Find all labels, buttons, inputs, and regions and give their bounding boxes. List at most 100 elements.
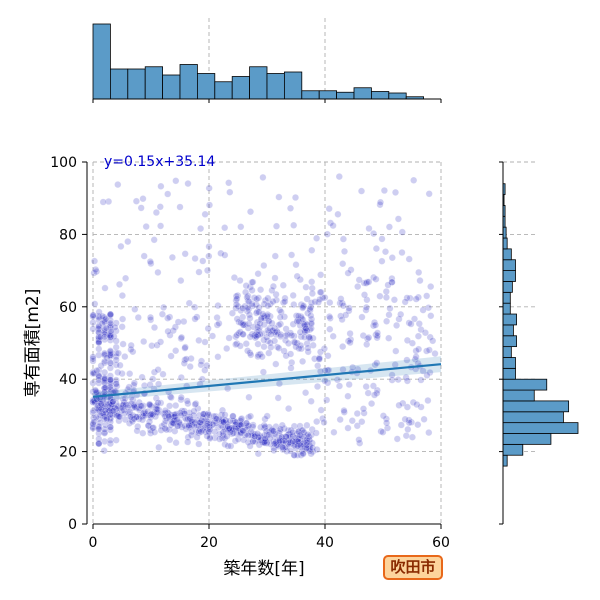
scatter-point (153, 405, 161, 413)
scatter-point (406, 294, 414, 302)
scatter-point (293, 339, 301, 347)
scatter-point (235, 329, 243, 337)
scatter-point (89, 424, 97, 432)
scatter-point (174, 422, 182, 430)
scatter-point (98, 403, 107, 412)
scatter-point (300, 333, 309, 341)
scatter-point (162, 417, 170, 425)
scatter-point (370, 230, 378, 238)
scatter-point (405, 319, 413, 327)
scatter-point (149, 424, 157, 432)
scatter-point (271, 274, 279, 282)
scatter-point (106, 311, 114, 319)
scatter-point (157, 182, 165, 190)
scatter-point (278, 433, 286, 442)
scatter-point (187, 355, 195, 363)
scatter-point (185, 422, 193, 430)
scatter-point (100, 379, 109, 387)
scatter-point (246, 314, 254, 322)
scatter-point (229, 417, 237, 425)
top-hist-bar (144, 66, 163, 100)
scatter-point (166, 313, 174, 321)
scatter-point (308, 425, 316, 434)
scatter-point (181, 250, 189, 258)
scatter-point (281, 436, 289, 445)
scatter-point (379, 412, 388, 420)
scatter-point (106, 351, 114, 359)
scatter-point (244, 324, 252, 332)
right-hist-bar (502, 411, 564, 424)
scatter-point (223, 432, 231, 440)
scatter-point (157, 338, 165, 346)
scatter-point (229, 429, 237, 437)
scatter-point (170, 411, 178, 419)
scatter-point (135, 406, 143, 414)
scatter-point (129, 396, 137, 404)
scatter-point (113, 412, 121, 420)
scatter-point (262, 437, 270, 445)
scatter-point (365, 278, 373, 286)
scatter-point (285, 436, 293, 444)
scatter-point (317, 406, 325, 414)
scatter-point (383, 419, 391, 427)
scatter-point (291, 438, 299, 446)
scatter-point (405, 255, 413, 263)
scatter-point (123, 403, 132, 412)
scatter-point (112, 405, 120, 413)
scatter-point (275, 439, 283, 447)
scatter-point (184, 433, 192, 441)
scatter-point (95, 366, 103, 374)
scatter-point (247, 428, 255, 436)
scatter-point (273, 327, 281, 335)
scatter-point (285, 405, 293, 413)
scatter-point (89, 398, 97, 406)
scatter-point (290, 301, 298, 309)
top-hist-bar (301, 90, 320, 100)
scatter-point (388, 278, 396, 286)
scatter-point (267, 330, 275, 338)
scatter-point (288, 331, 296, 340)
scatter-point (254, 352, 262, 361)
scatter-point (106, 311, 114, 319)
scatter-point (241, 321, 249, 329)
scatter-point (173, 416, 181, 424)
scatter-point (403, 377, 412, 385)
scatter-point (423, 347, 431, 355)
scatter-point (272, 438, 280, 446)
scatter-point (301, 320, 309, 328)
scatter-point (190, 422, 198, 431)
scatter-point (112, 380, 120, 388)
scatter-point (372, 245, 381, 253)
scatter-point (264, 326, 272, 335)
scatter-point (256, 350, 264, 358)
scatter-point (95, 316, 103, 324)
scatter-point (181, 356, 189, 364)
scatter-point (177, 411, 185, 419)
scatter-point (215, 430, 224, 438)
scatter-point (165, 425, 174, 434)
scatter-point (170, 416, 178, 425)
scatter-point (334, 210, 342, 218)
scatter-point (220, 418, 228, 426)
scatter-point (412, 347, 420, 355)
scatter-point (119, 395, 127, 403)
scatter-point (202, 415, 210, 423)
scatter-point (252, 301, 260, 309)
scatter-point (89, 357, 97, 365)
scatter-point (274, 437, 282, 445)
scatter-point (221, 416, 230, 424)
scatter-point (95, 404, 103, 412)
scatter-point (394, 376, 402, 384)
scatter-point (100, 368, 109, 377)
scatter-point (378, 235, 386, 243)
scatter-point (287, 440, 295, 449)
scatter-point (427, 312, 435, 320)
scatter-point (243, 422, 251, 430)
scatter-point (201, 423, 209, 432)
regression-line (92, 363, 442, 398)
scatter-point (283, 447, 291, 455)
scatter-point (380, 186, 389, 195)
scatter-point (296, 276, 304, 284)
top-hist-bar (110, 68, 129, 100)
scatter-point (241, 431, 249, 439)
